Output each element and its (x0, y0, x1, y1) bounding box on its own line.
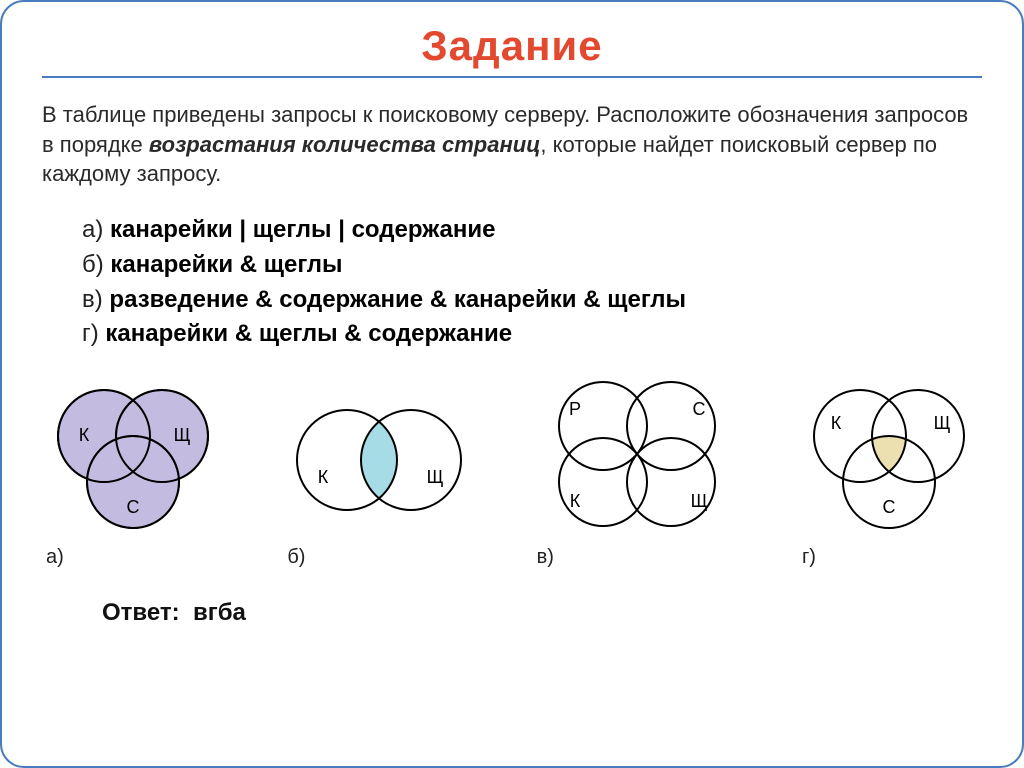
diagram-a-cell: К Щ С а) (46, 380, 222, 569)
title-text: Задание (421, 22, 602, 69)
diagram-g-label: г) (802, 546, 816, 569)
query-g: г) канарейки & щеглы & содержание (82, 317, 982, 352)
query-list: а) канарейки | щеглы | содержание б) кан… (82, 213, 982, 352)
diagram-b-cell: КЩ б) (287, 390, 471, 569)
query-g-text: канарейки & щеглы & содержание (105, 320, 512, 347)
venn-diagram-g: К Щ С (802, 380, 978, 540)
query-a-text: канарейки | щеглы | содержание (110, 216, 495, 243)
diagram-g-cell: К Щ С г) (802, 380, 978, 569)
svg-text:Щ: Щ (690, 491, 707, 511)
query-v: в) разведение & содержание & канарейки &… (82, 283, 982, 318)
venn-diagram-b: КЩ (287, 390, 471, 540)
query-v-text: разведение & содержание & канарейки & ще… (109, 286, 686, 313)
svg-text:К: К (569, 491, 580, 511)
svg-text:Щ: Щ (174, 425, 191, 445)
diagram-a-label: а) (46, 546, 64, 569)
svg-text:К: К (79, 425, 90, 445)
svg-text:Р: Р (569, 399, 581, 419)
svg-text:С: С (882, 497, 895, 517)
svg-text:К: К (831, 413, 842, 433)
query-a: а) канарейки | щеглы | содержание (82, 213, 982, 248)
query-g-label: г) (82, 320, 105, 347)
title-underline (42, 76, 982, 78)
intro-text: В таблице приведены запросы к поисковому… (42, 100, 982, 189)
svg-text:Щ: Щ (934, 413, 951, 433)
svg-text:С: С (127, 497, 140, 517)
slide-frame: Задание В таблице приведены запросы к по… (0, 0, 1024, 768)
answer-line: Ответ: вгба (102, 599, 982, 627)
svg-text:К: К (318, 467, 329, 487)
query-v-label: в) (82, 286, 109, 313)
answer-label: Ответ: (102, 599, 180, 626)
diagram-v-label: в) (537, 546, 554, 569)
venn-diagram-a: К Щ С (46, 380, 222, 540)
query-b-text: канарейки & щеглы (110, 251, 342, 278)
svg-text:Щ: Щ (427, 467, 444, 487)
query-b-label: б) (82, 251, 110, 278)
query-b: б) канарейки & щеглы (82, 248, 982, 283)
diagram-v-cell: Р С К Щ в) (537, 372, 737, 569)
page-title: Задание (42, 22, 982, 70)
diagram-b-label: б) (287, 546, 305, 569)
diagrams-row: КЩС а) КЩ б) РСКЩ в) КЩС г) (42, 372, 982, 569)
query-a-label: а) (82, 216, 110, 243)
intro-emphasis: возрастания количества страниц (149, 132, 541, 157)
svg-text:С: С (692, 399, 705, 419)
answer-value: вгба (193, 599, 246, 626)
venn-diagram-v: Р С К Щ (537, 372, 737, 540)
